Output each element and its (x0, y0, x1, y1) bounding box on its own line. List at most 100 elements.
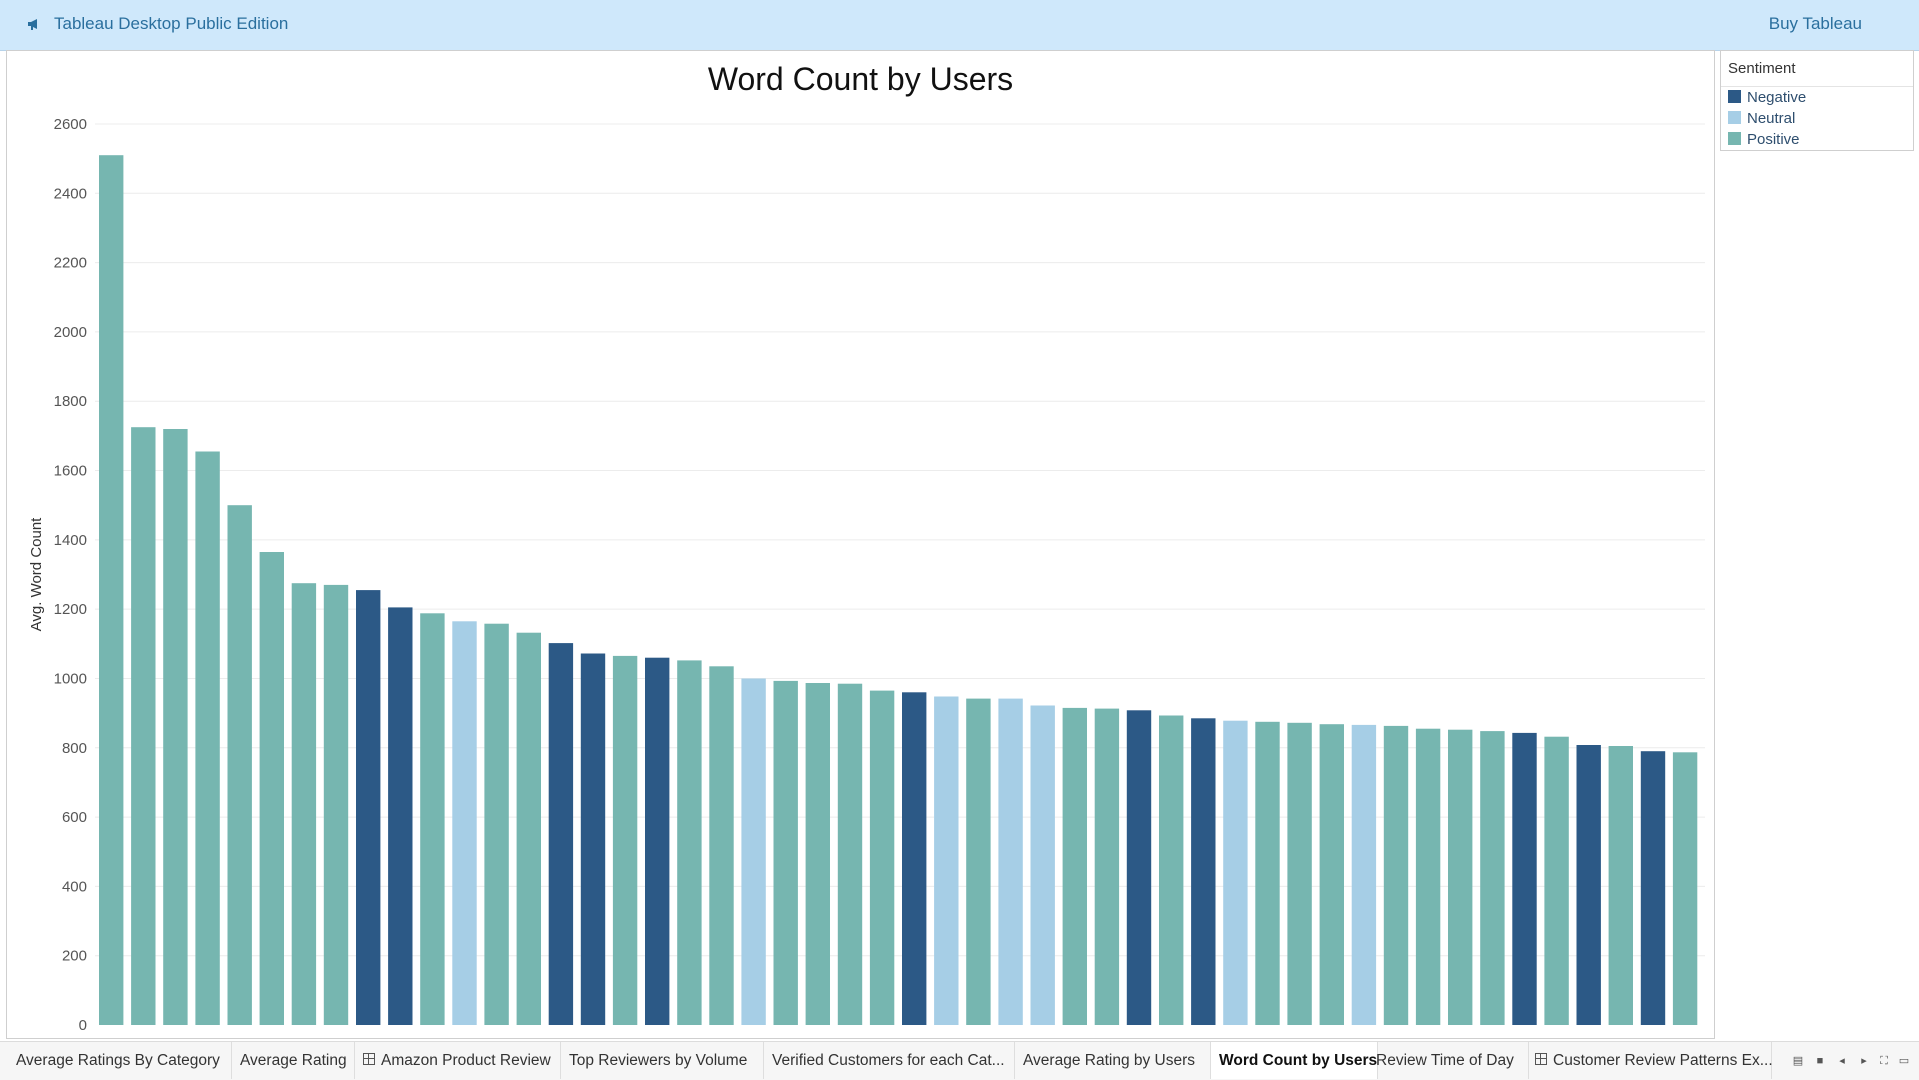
y-tick-label: 2200 (54, 255, 87, 272)
bar (773, 680, 798, 1025)
bar (1576, 745, 1601, 1025)
tab-word-count-by-users[interactable]: Word Count by Users (1211, 1042, 1378, 1079)
tab-verified-customers[interactable]: Verified Customers for each Cat... (764, 1042, 1015, 1079)
tab-average-rating[interactable]: Average Rating (232, 1042, 355, 1079)
bar (1512, 732, 1537, 1025)
bar (1383, 725, 1409, 1025)
y-tick-label: 1600 (54, 463, 87, 480)
presentation-icon[interactable]: ▭ (1898, 1055, 1910, 1067)
y-tick-label: 1000 (54, 670, 87, 687)
bar (1030, 705, 1055, 1025)
bar (291, 583, 317, 1025)
y-tick-label: 200 (62, 948, 87, 965)
bar (420, 613, 445, 1025)
bar (1319, 724, 1344, 1025)
dashboard-icon (1535, 1053, 1547, 1065)
y-tick-label: 1400 (54, 532, 87, 549)
chart-pane: Word Count by Users 0 200 400 600 800 1000 120… (6, 50, 1715, 1039)
legend-divider (1721, 86, 1913, 87)
tab-customer-review-patterns[interactable]: Customer Review Patterns Ex... (1527, 1042, 1773, 1079)
bar (966, 698, 991, 1025)
show-tabs-icon[interactable]: ■ (1816, 1055, 1824, 1067)
tab-amazon-product-review[interactable]: Amazon Product Review (355, 1042, 561, 1079)
bar (1159, 715, 1184, 1025)
y-tick-label: 400 (62, 878, 87, 895)
y-tick-label: 2000 (54, 324, 87, 341)
bar (902, 692, 927, 1025)
bar (998, 698, 1023, 1025)
bar (1672, 752, 1698, 1025)
y-axis-label: Avg. Word Count (28, 517, 45, 632)
bar (1287, 722, 1312, 1025)
bar (1448, 729, 1473, 1025)
buy-tableau-link[interactable]: Buy Tableau (1768, 14, 1862, 33)
scroll-left-icon[interactable]: ◂ (1839, 1055, 1845, 1067)
chart-title: Word Count by Users (707, 61, 1014, 97)
scroll-right-icon[interactable]: ▸ (1861, 1055, 1867, 1067)
bar (1255, 721, 1280, 1025)
bar (1544, 736, 1569, 1025)
bar (1608, 746, 1633, 1025)
y-tick-label: 2600 (54, 116, 87, 133)
bar (1640, 751, 1666, 1025)
bar (869, 690, 895, 1025)
top-banner: Tableau Desktop Public Edition Buy Table… (0, 0, 1919, 51)
y-tick-label: 0 (79, 1017, 87, 1034)
bar (516, 632, 541, 1025)
bar (163, 429, 188, 1025)
y-tick-label: 800 (62, 740, 87, 757)
bar (1351, 724, 1377, 1025)
bar (452, 621, 477, 1025)
bar (1062, 707, 1087, 1025)
bar (612, 655, 638, 1025)
bar (323, 584, 349, 1025)
bar (709, 666, 734, 1025)
sheet-tab-bar: Average Ratings By Category Average Rati… (0, 1041, 1919, 1080)
app-title: Tableau Desktop Public Edition (54, 14, 289, 33)
bar (484, 623, 509, 1025)
bar (1191, 718, 1216, 1025)
y-tick-label: 2400 (54, 185, 87, 202)
bar (677, 660, 702, 1025)
tab-review-time-of-day[interactable]: Review Time of Day (1368, 1042, 1529, 1079)
fullscreen-icon[interactable]: ⛶ (1880, 1055, 1888, 1067)
legend-swatch-neutral (1728, 111, 1741, 124)
tab-average-rating-by-users[interactable]: Average Rating by Users (1015, 1042, 1211, 1079)
megaphone-icon (26, 16, 42, 32)
bar (99, 155, 124, 1025)
bar (805, 683, 830, 1025)
bar (741, 678, 766, 1025)
legend-label: Negative (1747, 89, 1807, 106)
bar (934, 696, 959, 1025)
tab-average-ratings-by-category[interactable]: Average Ratings By Category (8, 1042, 232, 1079)
bar (131, 427, 156, 1025)
bar (1480, 731, 1505, 1025)
bar (388, 607, 413, 1025)
y-tick-label: 1200 (54, 601, 87, 618)
bar (837, 683, 863, 1025)
legend-item-negative[interactable]: Negative (1728, 89, 1806, 107)
sentiment-legend: Sentiment Negative Neutral Positive (1720, 50, 1914, 151)
bar (1415, 728, 1441, 1025)
bar (1126, 710, 1152, 1025)
bar (227, 505, 252, 1025)
show-filmstrip-icon[interactable]: ▤ (1792, 1055, 1804, 1067)
bar (1223, 720, 1248, 1025)
bar (645, 657, 670, 1025)
bar (356, 590, 381, 1025)
bar (548, 643, 574, 1025)
legend-item-neutral[interactable]: Neutral (1728, 110, 1795, 128)
y-tick-label: 600 (62, 809, 87, 826)
legend-label: Positive (1747, 131, 1800, 148)
bar (580, 653, 606, 1025)
dashboard-icon (363, 1053, 375, 1065)
legend-item-positive[interactable]: Positive (1728, 131, 1800, 149)
legend-swatch-negative (1728, 90, 1741, 103)
tab-top-reviewers-by-volume[interactable]: Top Reviewers by Volume (561, 1042, 764, 1079)
bar (195, 451, 220, 1025)
legend-title: Sentiment (1728, 60, 1796, 77)
bar (259, 552, 284, 1025)
legend-swatch-positive (1728, 132, 1741, 145)
y-tick-label: 1800 (54, 393, 87, 410)
bar (1094, 708, 1120, 1025)
